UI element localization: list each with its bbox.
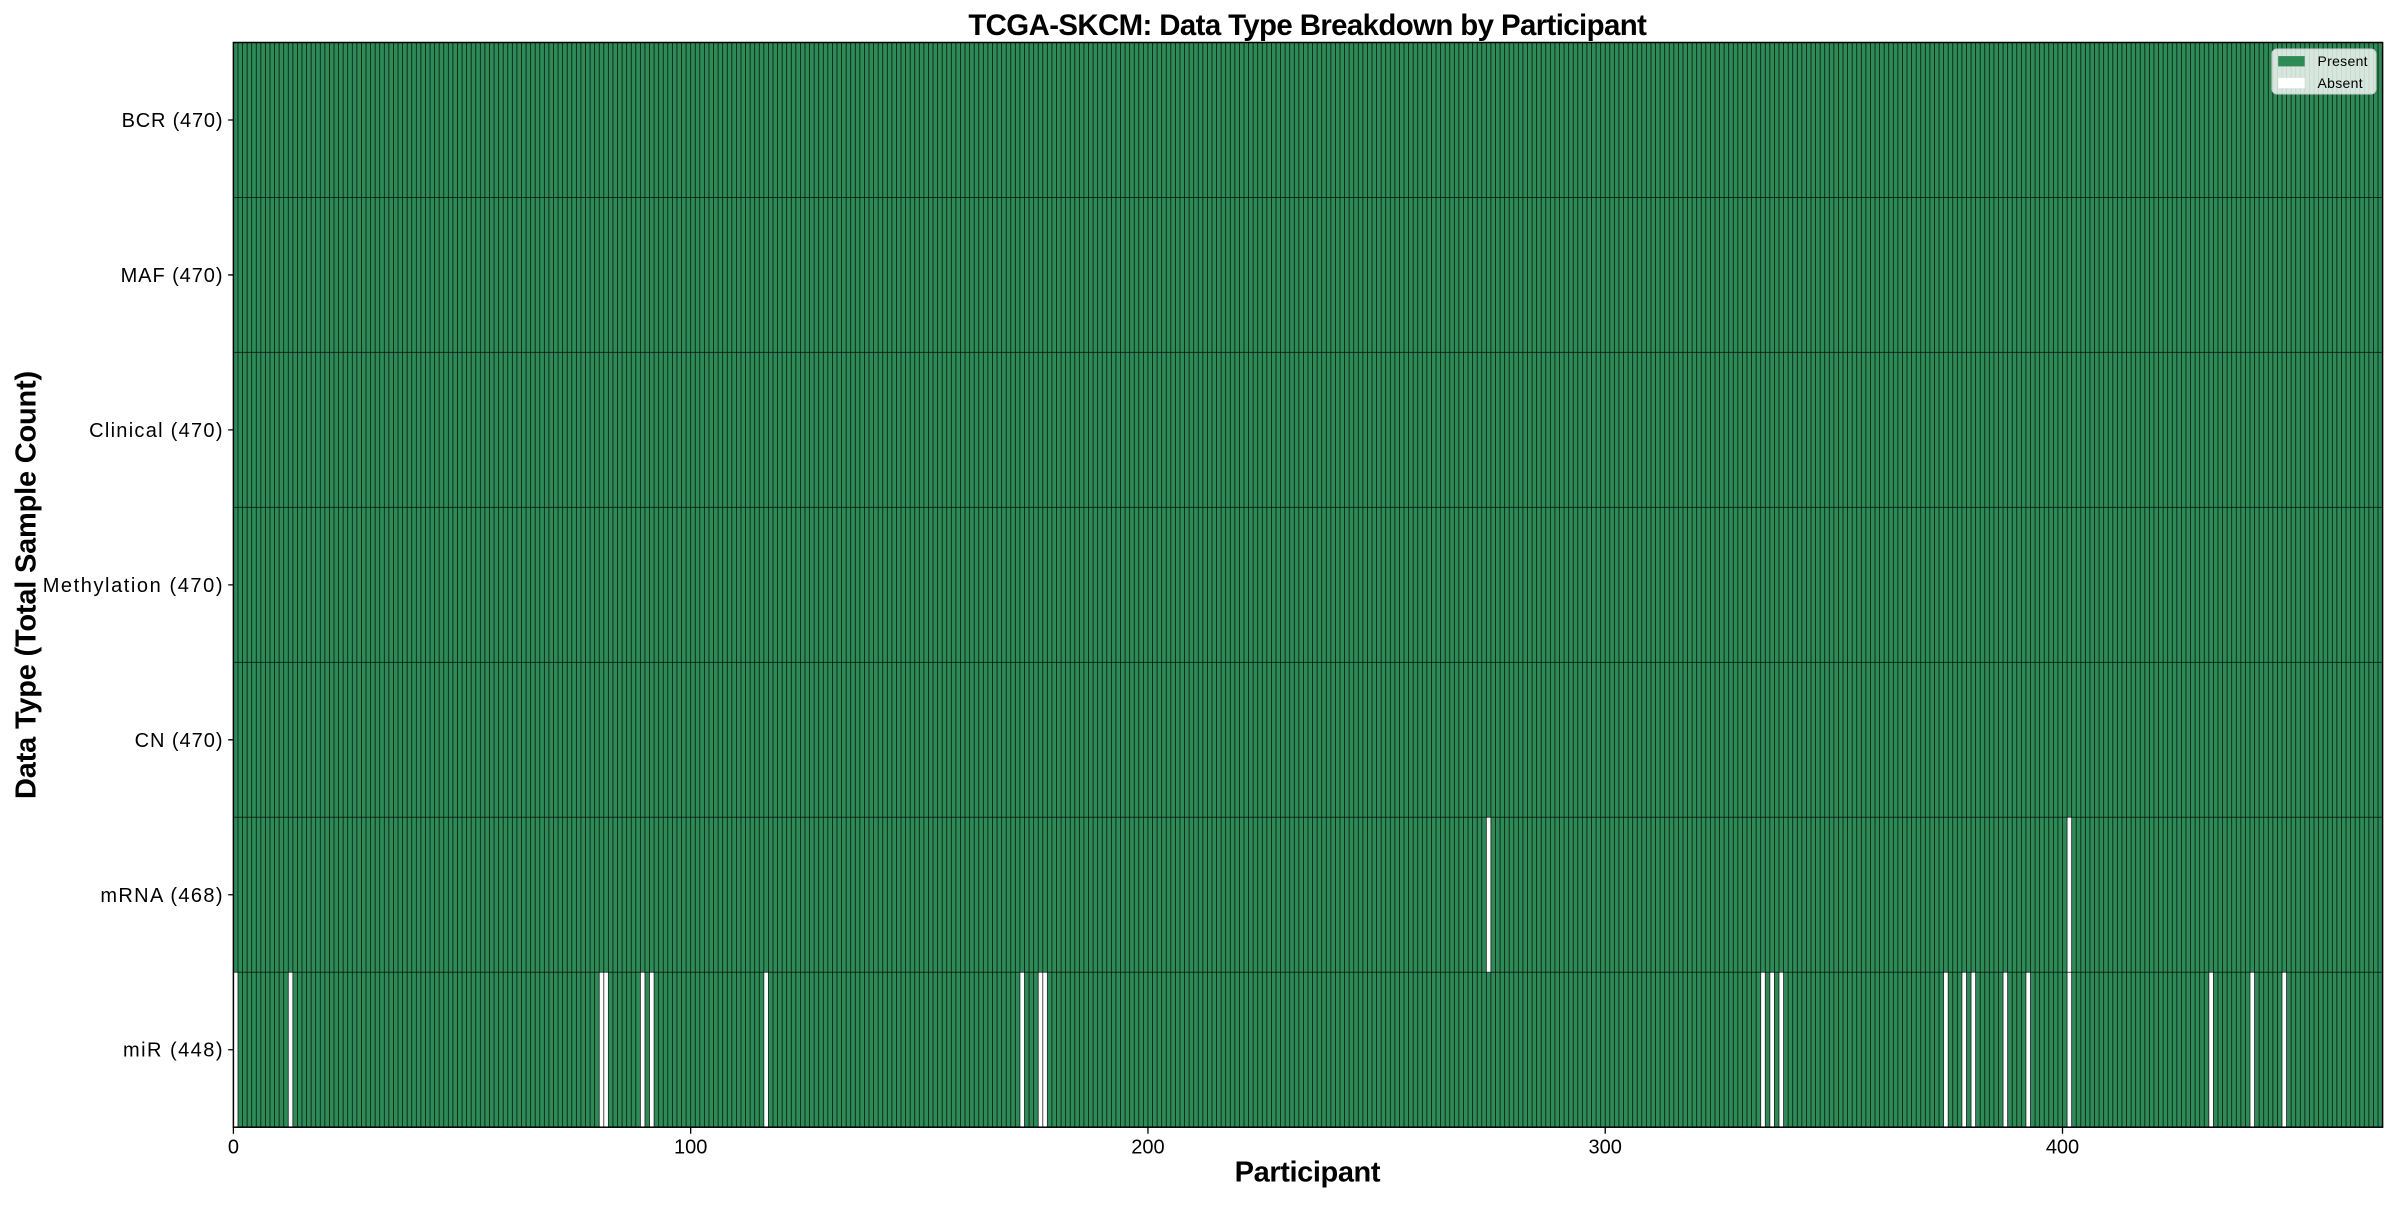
svg-text:Participant: Participant [1235, 1157, 1381, 1189]
svg-text:BCR (470): BCR (470) [122, 110, 224, 132]
svg-text:Absent: Absent [2318, 75, 2363, 91]
svg-text:0: 0 [228, 1137, 239, 1159]
svg-text:MAF (470): MAF (470) [121, 265, 224, 287]
svg-text:Present: Present [2318, 53, 2368, 69]
svg-text:miR (448): miR (448) [123, 1040, 224, 1062]
svg-text:CN (470): CN (470) [135, 730, 224, 752]
svg-text:Methylation (470): Methylation (470) [43, 575, 224, 597]
svg-text:200: 200 [1131, 1137, 1164, 1159]
svg-text:100: 100 [674, 1137, 707, 1159]
svg-text:TCGA-SKCM: Data Type Breakdown: TCGA-SKCM: Data Type Breakdown by Partic… [968, 9, 1647, 42]
svg-text:300: 300 [1589, 1137, 1622, 1159]
svg-text:400: 400 [2046, 1137, 2079, 1159]
svg-text:Data Type (Total Sample Count): Data Type (Total Sample Count) [11, 371, 43, 799]
svg-text:mRNA (468): mRNA (468) [100, 885, 223, 907]
svg-text:Clinical (470): Clinical (470) [89, 420, 224, 442]
